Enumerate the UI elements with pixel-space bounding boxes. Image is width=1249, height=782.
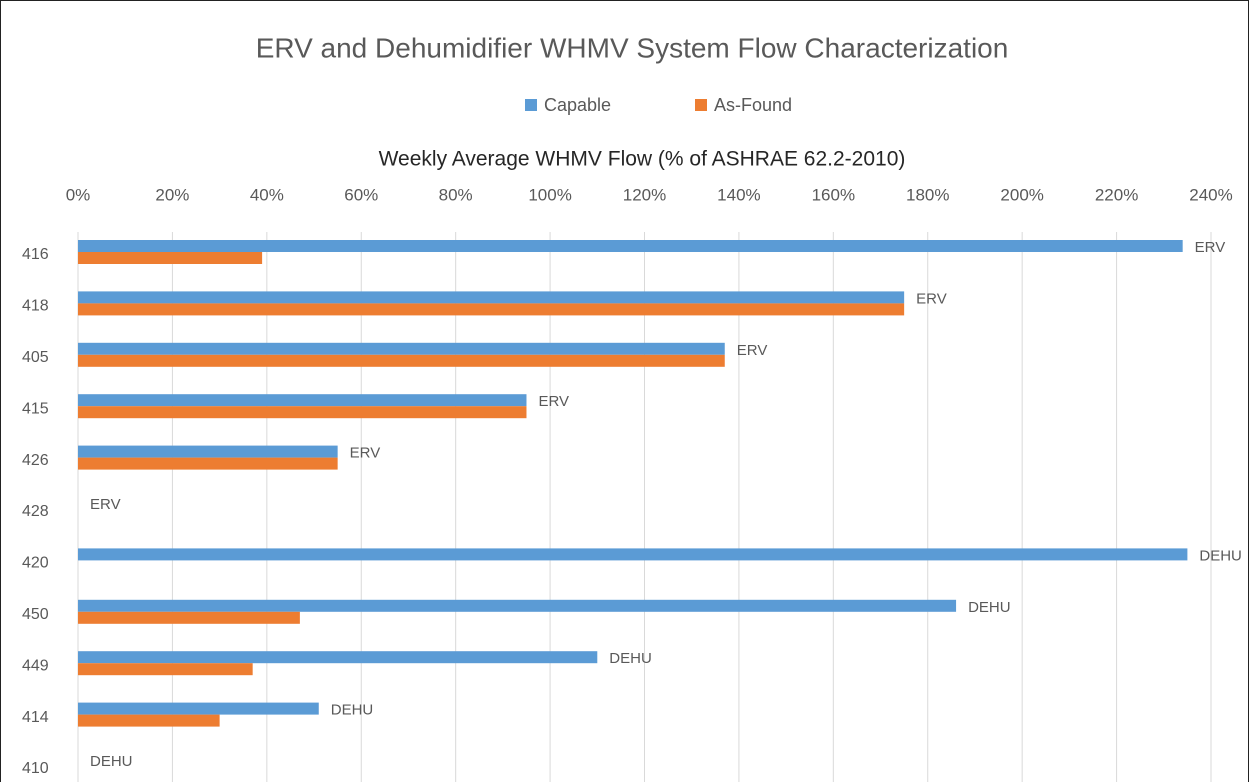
x-tick-label: 20% [155,185,189,204]
bar [78,240,1183,252]
bar-label: DEHU [331,702,374,719]
y-tick-label: 416 [22,246,49,263]
bar-label: ERV [350,445,381,462]
bar [78,252,263,264]
bar [78,702,319,715]
x-tick-label: 220% [1095,185,1138,204]
x-tick-label: 100% [528,185,571,204]
y-tick-label: 449 [22,657,49,674]
x-tick-label: 140% [717,185,760,204]
bar [78,291,905,304]
bar-label: DEHU [609,650,652,667]
y-tick-label: 410 [22,760,49,777]
bar [78,445,338,458]
bar-label: ERV [1195,239,1226,256]
bar [78,714,220,727]
legend-swatch [695,99,707,111]
bar [78,548,1188,561]
x-tick-label: 120% [623,185,666,204]
x-tick-label: 60% [344,185,378,204]
bar [78,651,598,664]
bar-label: ERV [916,290,947,307]
y-tick-label: 418 [22,298,49,315]
bar [78,611,300,624]
bar-label: ERV [538,393,569,410]
bar [78,342,725,355]
legend-label: As-Found [714,95,792,115]
y-tick-label: 420 [22,555,49,572]
bar-label: ERV [90,496,121,513]
y-tick-label: 428 [22,503,49,520]
chart-title: ERV and Dehumidifier WHMV System Flow Ch… [256,32,1009,63]
y-tick-label: 414 [22,709,49,726]
bar [78,354,725,367]
legend-label: Capable [544,95,611,115]
y-tick-label: 405 [22,349,49,366]
y-tick-label: 415 [22,400,49,417]
x-tick-label: 80% [439,185,473,204]
x-axis-title: Weekly Average WHMV Flow (% of ASHRAE 62… [379,148,906,171]
bar [78,406,527,419]
bar [78,457,338,470]
bar [78,303,905,316]
bar [78,599,957,612]
x-tick-label: 0% [66,185,91,204]
legend-swatch [525,99,537,111]
bar-label: ERV [737,342,768,359]
bar [78,663,253,676]
x-tick-label: 240% [1189,185,1232,204]
bar [78,394,527,407]
bar-label: DEHU [1199,547,1242,564]
x-tick-label: 200% [1000,185,1043,204]
y-tick-label: 450 [22,606,49,623]
x-tick-label: 180% [906,185,949,204]
bar-label: DEHU [968,599,1011,616]
bar-label: DEHU [90,753,133,770]
x-tick-label: 40% [250,185,284,204]
y-tick-label: 426 [22,452,49,469]
x-tick-label: 160% [812,185,855,204]
